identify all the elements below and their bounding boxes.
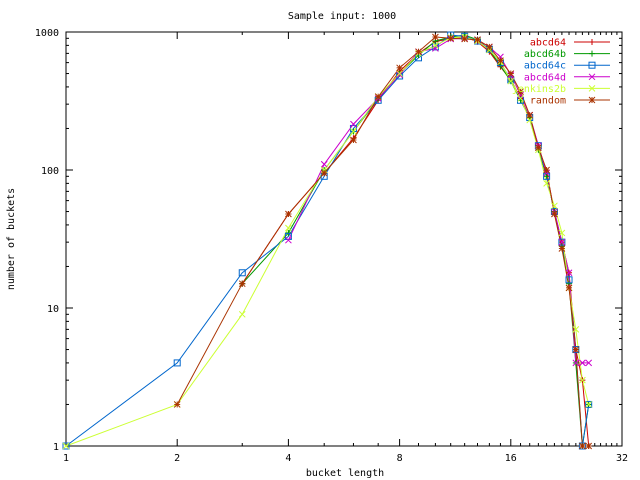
legend-marker [589, 50, 595, 57]
x-tick-label: 1 [63, 453, 69, 464]
data-point-random [285, 210, 292, 218]
data-point-jenkins2b [486, 46, 493, 54]
data-point-abcd64b [285, 229, 292, 236]
data-point-abcd64d [565, 269, 573, 277]
legend-marker [588, 85, 596, 92]
data-point-abcd64c [565, 276, 573, 284]
x-axis-label: bucket length [306, 468, 384, 479]
legend-label: abcd64c [524, 61, 566, 72]
y-tick-label: 1000 [35, 28, 59, 39]
data-point-random [320, 169, 328, 177]
data-point-random [517, 88, 524, 95]
data-point-jenkins2b [507, 77, 515, 85]
data-point-random [543, 166, 550, 174]
legend-marker [588, 96, 596, 104]
series-line-random [176, 36, 589, 447]
legend-label: abcd64b [524, 49, 566, 60]
data-point-random [572, 346, 580, 353]
data-point-abcd64c [238, 269, 246, 277]
series-line-abcd64c [65, 34, 590, 447]
x-tick-label: 8 [397, 453, 403, 464]
data-point-random [526, 111, 534, 119]
data-point-abcd64c [173, 359, 181, 367]
data-point-jenkins2b [285, 224, 292, 232]
data-point-jenkins2b [543, 180, 550, 187]
x-tick-label: 16 [505, 453, 517, 464]
data-point-jenkins2b [558, 229, 566, 237]
data-point-abcd64c [507, 76, 515, 84]
data-point-jenkins2b [526, 116, 534, 124]
data-point-random [374, 93, 382, 101]
data-point-abcd64d [558, 238, 566, 246]
legend-label: jenkins2b [512, 84, 566, 95]
data-point-abcd64d [572, 359, 580, 367]
legend-label: abcd64d [524, 72, 566, 83]
data-point-abcd64c [62, 442, 70, 450]
data-point-random [486, 43, 493, 51]
data-point-random [350, 136, 357, 144]
y-tick-label: 10 [47, 304, 59, 315]
y-axis-label: number of buckets [6, 188, 17, 290]
data-point-abcd64d [320, 160, 328, 168]
data-point-abcd64c [414, 54, 422, 62]
data-point-jenkins2b [350, 128, 357, 135]
data-point-random [535, 144, 542, 152]
data-point-jenkins2b [396, 70, 403, 77]
data-point-jenkins2b [320, 166, 328, 174]
y-tick-label: 100 [41, 166, 59, 177]
chart-title: Sample input: 1000 [288, 11, 396, 22]
data-point-random [497, 57, 504, 65]
data-point-jenkins2b [238, 310, 246, 318]
data-point-random [396, 64, 403, 72]
data-point-jenkins2b [432, 42, 439, 49]
data-point-abcd64c [558, 238, 566, 246]
data-point-abcd64c [517, 96, 525, 104]
data-point-random [558, 245, 566, 252]
x-tick-label: 2 [174, 453, 180, 464]
data-point-abcd64d [585, 359, 593, 367]
data-point-abcd64c [585, 400, 593, 408]
data-point-abcd64d [285, 236, 292, 244]
data-point-jenkins2b [579, 376, 586, 384]
x-tick-label: 4 [285, 453, 291, 464]
data-point-jenkins2b [517, 95, 524, 102]
data-point-random [461, 35, 469, 43]
legend-label: random [530, 96, 566, 107]
data-point-random [173, 401, 181, 408]
data-point-abcd64d [350, 120, 357, 128]
data-point-random [585, 442, 593, 450]
data-point-random [579, 442, 586, 450]
data-point-jenkins2b [551, 202, 558, 210]
legend-label: abcd64 [530, 38, 566, 49]
data-point-jenkins2b [62, 442, 70, 450]
data-point-jenkins2b [572, 326, 580, 333]
series-line-jenkins2b [65, 36, 590, 447]
data-point-abcd64d [396, 71, 403, 79]
legend-marker [588, 61, 596, 69]
data-point-jenkins2b [585, 401, 593, 408]
data-point-random [415, 48, 422, 56]
data-point-random [474, 36, 481, 44]
plot-border [65, 31, 623, 447]
data-point-abcd64b [543, 173, 550, 180]
y-tick-label: 1 [53, 442, 59, 453]
data-point-abcd64d [432, 45, 439, 52]
data-point-random [447, 34, 455, 42]
data-point-random [507, 70, 515, 77]
x-tick-label: 32 [616, 453, 628, 464]
data-point-abcd64c [284, 232, 292, 240]
data-point-abcd64c [431, 43, 439, 51]
data-point-abcd64d [543, 169, 550, 177]
data-point-random [565, 284, 573, 292]
data-point-abcd64d [579, 359, 586, 367]
legend-marker [589, 39, 595, 45]
data-point-random [551, 210, 558, 218]
data-point-random [432, 33, 439, 41]
legend-marker [588, 73, 596, 81]
data-point-random [238, 280, 246, 288]
